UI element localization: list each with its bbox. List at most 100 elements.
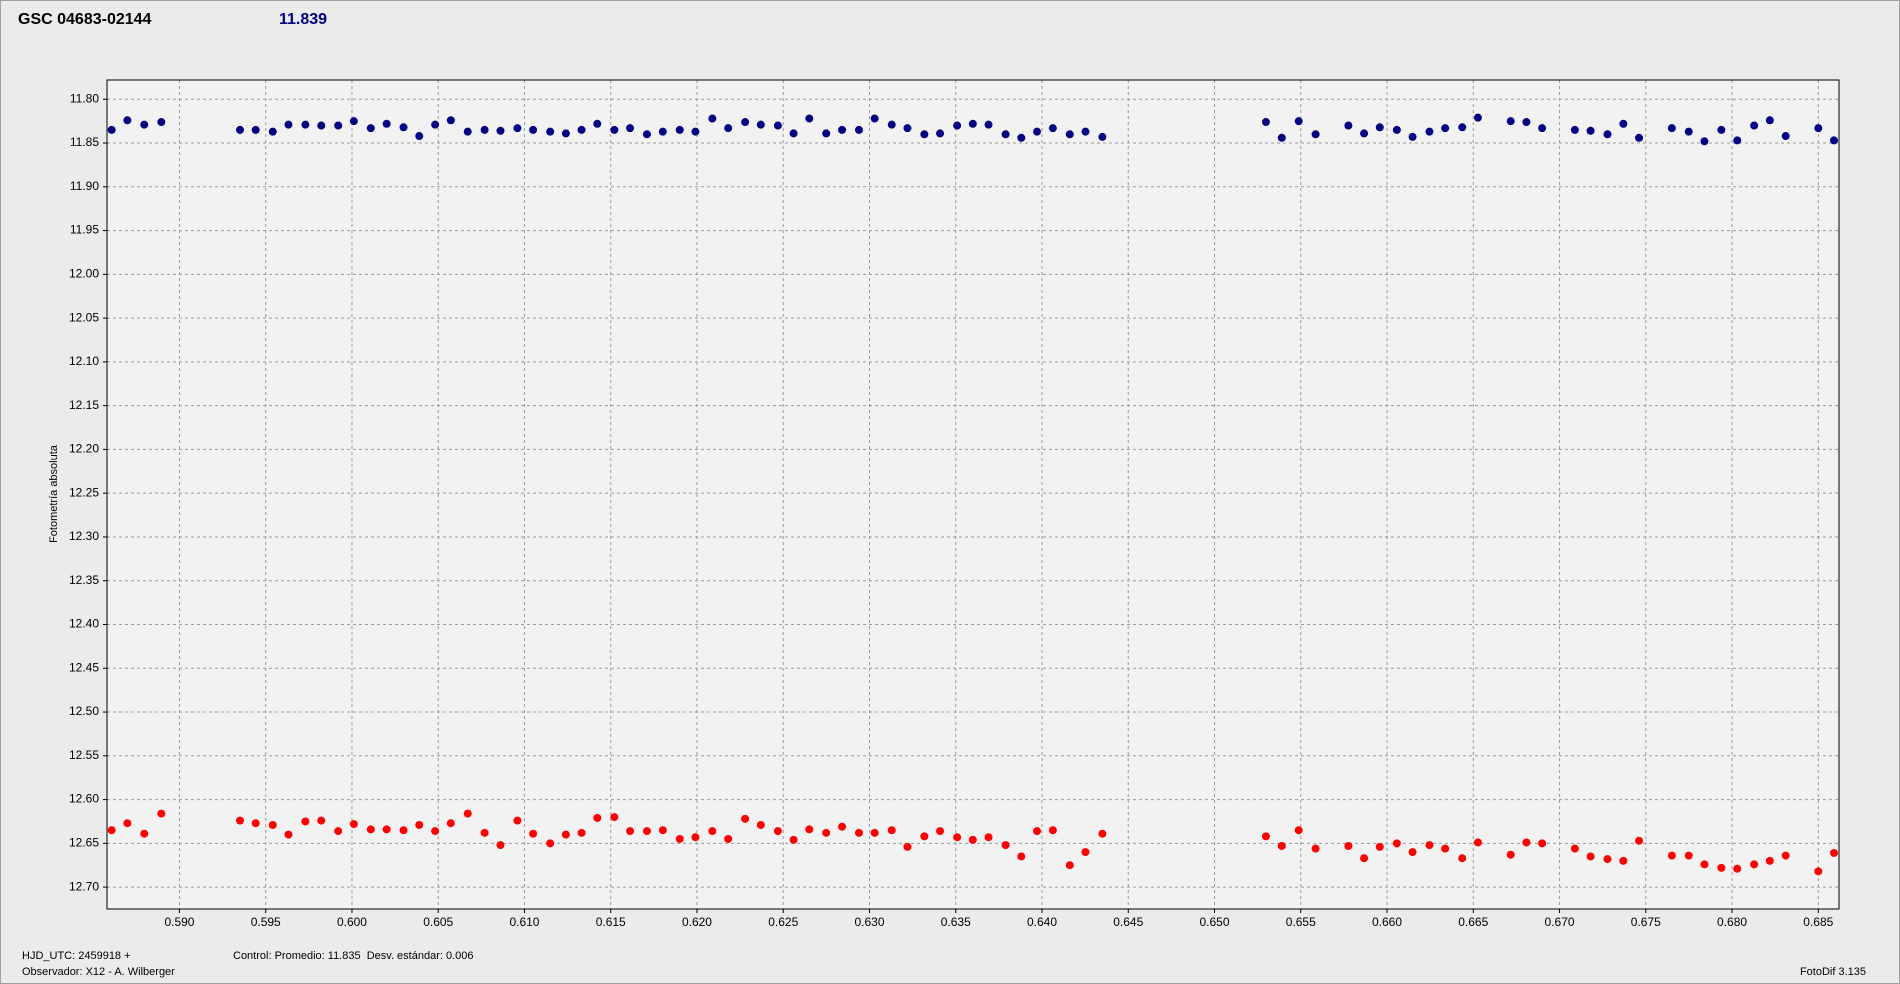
footer-hjd: HJD_UTC: 2459918 +: [22, 950, 131, 962]
data-point: [724, 124, 733, 133]
data-point: [1277, 133, 1286, 142]
data-point: [251, 819, 260, 828]
data-point: [1473, 838, 1482, 847]
y-tick-label: 12.30: [69, 529, 99, 543]
data-point: [546, 839, 555, 848]
x-tick-label: 0.670: [1545, 915, 1575, 929]
data-point: [1001, 130, 1010, 139]
data-point: [1829, 136, 1838, 145]
data-point: [1538, 124, 1547, 133]
data-point: [1506, 117, 1515, 126]
data-point: [1700, 860, 1709, 869]
data-point: [463, 809, 472, 818]
x-tick-label: 0.590: [164, 915, 194, 929]
data-point: [529, 125, 538, 134]
data-point: [1522, 838, 1531, 847]
data-point: [675, 125, 684, 134]
y-tick-label: 12.40: [69, 617, 99, 631]
data-point: [1081, 127, 1090, 136]
data-point: [1375, 123, 1384, 132]
data-point: [513, 816, 522, 825]
data-point: [626, 124, 635, 133]
chart-title: GSC 04683-02144: [18, 11, 152, 28]
data-point: [1733, 864, 1742, 873]
data-point: [1603, 130, 1612, 139]
data-point: [1619, 856, 1628, 865]
x-tick-label: 0.675: [1631, 915, 1661, 929]
y-tick-label: 11.85: [70, 135, 99, 149]
data-point: [1294, 826, 1303, 835]
data-point: [513, 124, 522, 133]
data-point: [724, 834, 733, 843]
data-point: [805, 825, 814, 834]
y-tick-label: 12.20: [69, 442, 99, 456]
y-tick-label: 12.45: [69, 660, 99, 674]
data-point: [1781, 132, 1790, 141]
data-point: [546, 127, 555, 136]
data-point: [756, 120, 765, 129]
data-point: [1065, 130, 1074, 139]
data-point: [1667, 851, 1676, 860]
data-point: [529, 829, 538, 838]
data-point: [773, 827, 782, 836]
data-point: [658, 127, 667, 136]
data-point: [301, 120, 310, 129]
y-tick-label: 12.00: [69, 267, 99, 281]
data-point: [1425, 841, 1434, 850]
data-point: [870, 828, 879, 837]
y-tick-label: 12.50: [69, 704, 99, 718]
data-point: [561, 830, 570, 839]
data-point: [480, 125, 489, 134]
data-point: [1750, 121, 1759, 130]
data-point: [953, 833, 962, 842]
data-point: [317, 121, 326, 130]
footer-observer: Observador: X12 - A. Wilberger: [22, 966, 175, 978]
data-point: [1294, 117, 1303, 126]
data-point: [577, 828, 586, 837]
data-point: [610, 813, 619, 822]
data-point: [1261, 832, 1270, 841]
data-point: [870, 114, 879, 123]
x-tick-label: 0.685: [1803, 915, 1833, 929]
data-point: [741, 118, 750, 127]
x-tick-label: 0.615: [596, 915, 626, 929]
data-point: [1277, 841, 1286, 850]
x-tick-label: 0.630: [854, 915, 884, 929]
data-point: [968, 835, 977, 844]
data-point: [1001, 841, 1010, 850]
data-point: [1603, 855, 1612, 864]
data-point: [887, 826, 896, 835]
data-point: [349, 117, 358, 126]
data-point: [1360, 129, 1369, 138]
data-point: [1033, 127, 1042, 136]
data-point: [561, 129, 570, 138]
data-point: [1017, 133, 1026, 142]
data-point: [1635, 133, 1644, 142]
data-point: [446, 116, 455, 125]
data-point: [838, 125, 847, 134]
data-point: [642, 130, 651, 139]
data-point: [382, 119, 391, 128]
data-point: [1375, 842, 1384, 851]
data-point: [1441, 124, 1450, 133]
data-point: [463, 127, 472, 136]
data-point: [1586, 126, 1595, 135]
chart-subtitle: 11.839: [279, 11, 327, 28]
data-point: [936, 827, 945, 836]
x-tick-label: 0.660: [1372, 915, 1402, 929]
data-point: [1700, 137, 1709, 146]
data-point: [708, 827, 717, 836]
data-point: [789, 835, 798, 844]
data-point: [399, 123, 408, 132]
y-tick-label: 11.80: [70, 91, 99, 105]
data-point: [284, 120, 293, 129]
data-point: [446, 819, 455, 828]
data-point: [920, 130, 929, 139]
plot-border: [106, 79, 1840, 910]
data-point: [1717, 863, 1726, 872]
data-point: [1814, 124, 1823, 133]
data-point: [1765, 116, 1774, 125]
x-tick-label: 0.665: [1458, 915, 1488, 929]
data-point: [1458, 854, 1467, 863]
